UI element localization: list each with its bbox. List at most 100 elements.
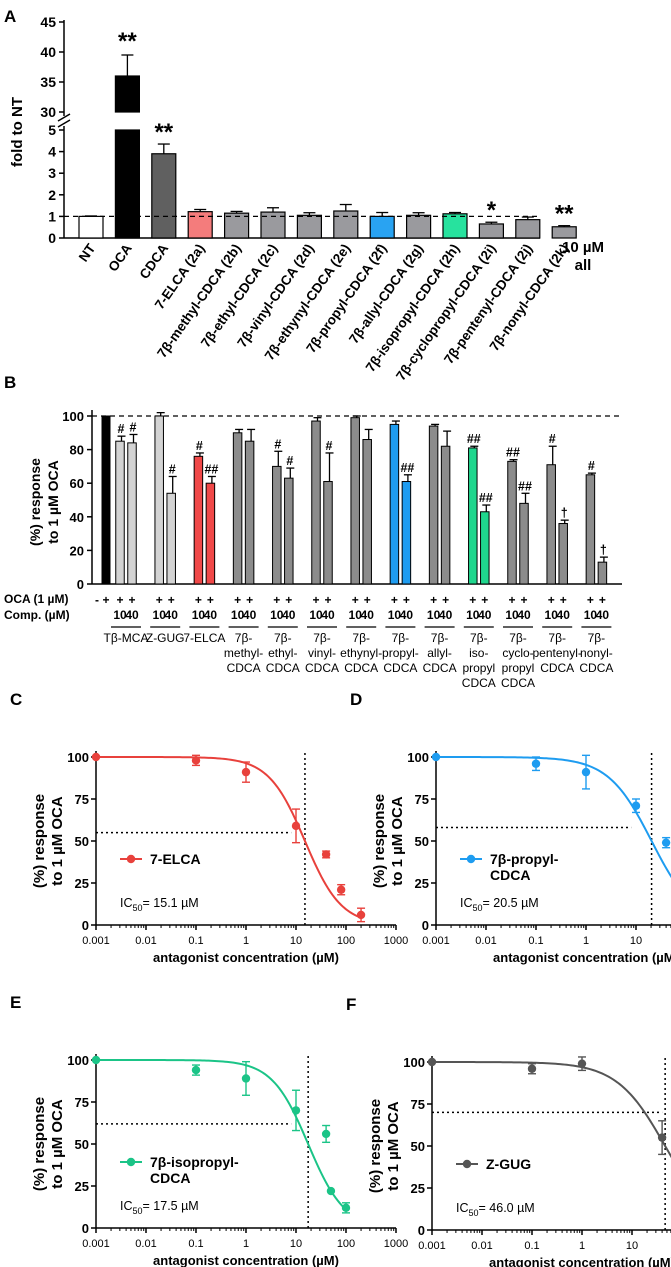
- conc-label: 40: [439, 608, 453, 622]
- oca-sign: +: [442, 593, 449, 607]
- conc-label: 10: [584, 608, 598, 622]
- ic50-annotation: IC50= 20.5 µM: [460, 896, 539, 913]
- group-label: 7β-: [392, 631, 410, 645]
- bar-7-cyclopropyl-cdca-10: [507, 460, 517, 585]
- oca-sign: +: [312, 593, 319, 607]
- oca-sign: +: [156, 593, 163, 607]
- axis-break-mark-upper: [57, 113, 71, 122]
- data-point: [241, 767, 251, 777]
- ic50-value: = 17.5 µM: [143, 1199, 199, 1213]
- data-point: [291, 1106, 301, 1115]
- oca-sign-control: +: [102, 593, 109, 607]
- bar-nt: [78, 215, 104, 239]
- conc-label: 40: [282, 608, 296, 622]
- group-label: CDCA: [344, 661, 378, 675]
- oca-sign: +: [599, 593, 606, 607]
- x-tick-label: 100: [337, 935, 355, 947]
- significance-mark: #: [326, 439, 333, 453]
- error-bar: [168, 475, 177, 494]
- data-point: [427, 1057, 437, 1067]
- y-tick-label: 100: [62, 409, 84, 424]
- group-label: 7β-: [588, 631, 606, 645]
- conc-label: 40: [361, 608, 375, 622]
- bar-7-allyl-cdca-10: [428, 425, 439, 585]
- error-bar: [235, 428, 244, 433]
- data-point: [321, 850, 331, 859]
- bar-7-allyl-cdca-2g-: [406, 214, 432, 239]
- fit-curve: [96, 756, 362, 919]
- bar-7-allyl-cdca-40: [440, 445, 451, 585]
- y-tick-label: 30: [40, 104, 56, 120]
- bar-cdca: [151, 153, 177, 239]
- bar-7-propyl-cdca-2f-: [369, 215, 395, 239]
- conc-label: 40: [165, 608, 179, 622]
- bar-oca-control: [101, 415, 111, 585]
- conc-label: 40: [557, 608, 571, 622]
- y-tick-label: 20: [70, 543, 84, 558]
- y-tick-label: 0: [82, 1221, 89, 1236]
- y-axis-title: fold to NT: [9, 97, 26, 167]
- fit-curve: [432, 1061, 671, 1159]
- y-tick-label: 45: [40, 14, 56, 30]
- conc-label: 40: [204, 608, 218, 622]
- y-tick-label: 35: [40, 74, 56, 90]
- oca-sign: +: [469, 593, 476, 607]
- conc-label: 10: [270, 608, 284, 622]
- panel-label-a: A: [4, 7, 16, 26]
- group-label: methyl-: [224, 646, 263, 660]
- error-bar: [449, 211, 461, 214]
- y-axis-title-line2: to 1 µM OCA: [389, 796, 406, 886]
- x-tick-label: 0.01: [471, 1240, 492, 1252]
- x-tick-label: 10: [290, 1238, 302, 1250]
- x-category-label: OCA: [105, 241, 135, 274]
- conc-label: 10: [388, 608, 402, 622]
- bar-7-propyl-cdca-40: [401, 481, 412, 585]
- significance-mark: #: [130, 420, 137, 434]
- ic50-prefix: IC: [460, 896, 473, 910]
- data-point: [356, 910, 366, 920]
- y-tick-label: 100: [67, 1053, 89, 1068]
- bar-z-gug-10: [154, 415, 164, 585]
- error-bar: [129, 433, 138, 443]
- group-label: ethynyl-: [340, 646, 382, 660]
- significance-mark: #: [274, 437, 281, 451]
- data-point: [657, 1133, 667, 1142]
- y-tick-label: 0: [48, 230, 56, 246]
- error-bar: [482, 504, 491, 512]
- oca-sign: +: [116, 593, 123, 607]
- bar-7-ethynyl-cdca-40: [362, 439, 372, 585]
- error-bar: [267, 207, 279, 213]
- ic50-annotation: IC50= 46.0 µM: [456, 1201, 535, 1218]
- oca-sign-control: -: [95, 593, 99, 607]
- x-axis-title: antagonist concentration (µM): [153, 950, 339, 965]
- panel-label-c: C: [10, 690, 22, 709]
- group-label: vinyl-: [308, 646, 336, 660]
- bar-7-cyclopropyl-cdca-2i-: [478, 223, 504, 239]
- y-tick-label: 4: [48, 144, 56, 160]
- error-bar: [509, 459, 518, 462]
- conc-label: 40: [517, 608, 531, 622]
- bar-7-isopropyl-cdca-10: [468, 447, 478, 585]
- significance-mark: ##: [204, 462, 218, 476]
- group-label: allyl-: [427, 646, 452, 660]
- ic50-subscript: 50: [133, 903, 143, 913]
- conc-label: 10: [192, 608, 206, 622]
- group-label: 7β-: [313, 631, 331, 645]
- ic50-annotation: IC50= 17.5 µM: [120, 1199, 199, 1216]
- ic50-prefix: IC: [456, 1201, 469, 1215]
- y-tick-label: 50: [75, 1137, 89, 1152]
- conc-label: 40: [321, 608, 335, 622]
- oca-sign: +: [587, 593, 594, 607]
- y-axis-title-line2: to 1 µM OCA: [49, 1099, 66, 1189]
- concentration-note: 10 µM: [562, 239, 604, 256]
- bar-7-pentenyl-cdca-2j-: [515, 219, 541, 239]
- bar-7-methyl-cdca-10: [232, 432, 243, 585]
- group-label: CDCA: [227, 661, 261, 675]
- legend-label: CDCA: [150, 1170, 190, 1186]
- conc-label: 40: [596, 608, 610, 622]
- x-axis-title: antagonist concentration (µM): [489, 1255, 671, 1267]
- concentration-note-all: all: [575, 257, 592, 274]
- data-point: [661, 838, 671, 847]
- error-bar: [521, 492, 530, 504]
